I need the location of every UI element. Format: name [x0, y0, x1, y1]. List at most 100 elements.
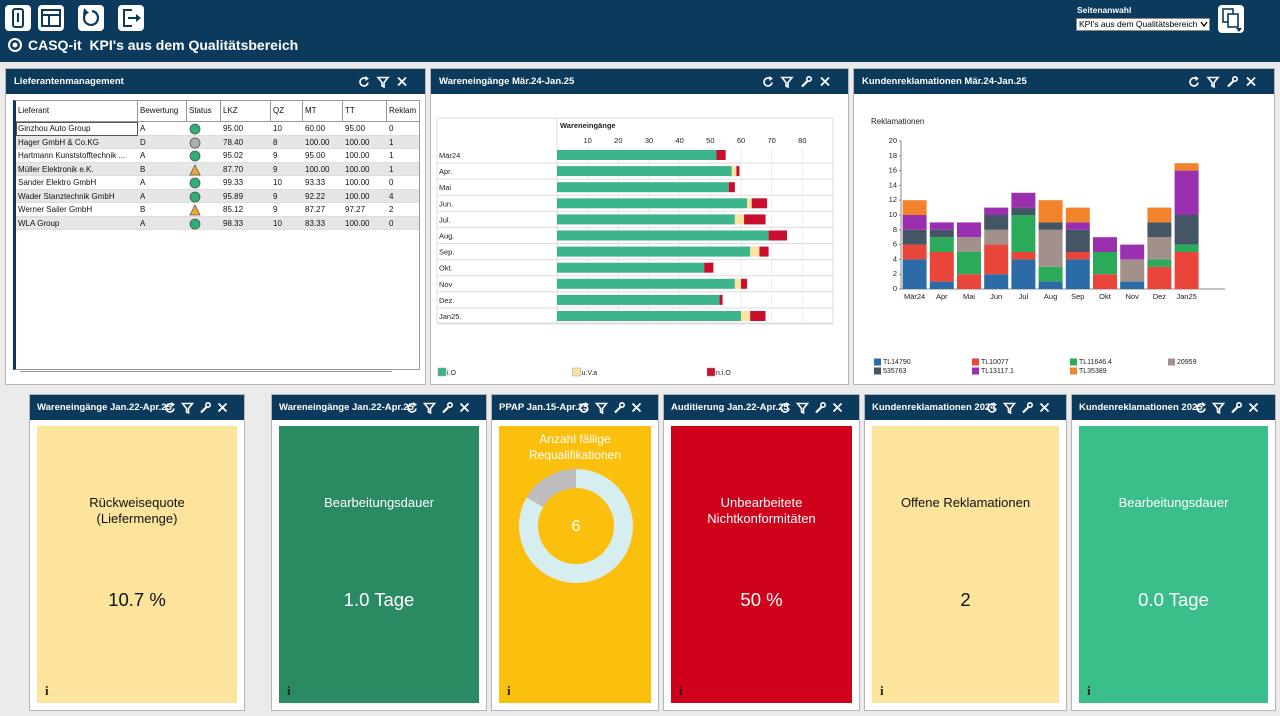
icon-shape — [407, 403, 417, 413]
info-icon[interactable]: i — [45, 683, 49, 698]
close-icon[interactable] — [459, 402, 470, 413]
toolbar-button[interactable] — [118, 5, 144, 31]
icon-shape — [365, 76, 369, 81]
panel-title: Auditierung Jan.22-Apr.25 — [671, 402, 789, 413]
panel-header: Auditierung Jan.22-Apr.25 — [664, 395, 859, 420]
icon-shape — [1039, 402, 1050, 413]
status-icon — [189, 137, 201, 148]
close-icon[interactable] — [1248, 402, 1259, 413]
donut-segment — [519, 469, 633, 583]
icon-shape — [780, 76, 794, 89]
logo — [8, 38, 22, 52]
page-select[interactable]: KPI's aus dem Qualitätsbereich — [1076, 18, 1210, 31]
panel: Kundenreklamationen 2024 Offene Reklamati… — [864, 394, 1067, 711]
filter-icon[interactable] — [422, 402, 437, 415]
column-header: Status — [187, 101, 221, 122]
wrench-icon[interactable] — [614, 401, 626, 414]
filter-icon[interactable] — [1206, 76, 1220, 89]
icon-shape — [769, 76, 773, 81]
table-cell: 9 — [273, 164, 278, 174]
wrench-icon[interactable] — [442, 401, 454, 414]
icon-shape — [1231, 406, 1239, 414]
refresh-icon[interactable] — [359, 76, 369, 87]
info-icon[interactable]: i — [880, 683, 884, 698]
table-cell: 9 — [273, 205, 278, 214]
close-icon[interactable] — [397, 76, 407, 87]
refresh-icon[interactable] — [780, 402, 790, 413]
panel-header: PPAP Jan.15-Apr.25 — [492, 395, 658, 420]
icon-shape — [1211, 402, 1226, 415]
refresh-icon[interactable] — [1196, 402, 1206, 413]
table-row — [16, 189, 419, 203]
close-icon[interactable] — [832, 402, 843, 413]
column-header: Lieferant — [16, 101, 138, 122]
panel: PPAP Jan.15-Apr.25 Anzahl fällige Requali… — [491, 394, 659, 711]
info-icon[interactable]: i — [1087, 683, 1091, 698]
wrench-icon[interactable] — [801, 75, 813, 88]
filter-icon[interactable] — [795, 402, 810, 415]
close-icon[interactable] — [217, 402, 228, 413]
refresh-icon[interactable] — [165, 402, 175, 413]
table-cell: 100.00 — [305, 164, 330, 174]
toolbar-button[interactable] — [5, 5, 31, 31]
filter-icon[interactable] — [376, 76, 390, 89]
status-shape — [189, 177, 201, 189]
kpi-value: 10.7 % — [108, 589, 166, 610]
column-header: Bewertung — [138, 101, 187, 122]
refresh-icon[interactable] — [407, 402, 417, 413]
table-cell: 83.33 — [305, 218, 326, 228]
info-icon[interactable]: i — [287, 683, 291, 698]
table-cell: A — [140, 124, 146, 133]
close-icon[interactable] — [1039, 402, 1050, 413]
wrench-icon[interactable] — [815, 401, 827, 414]
table-cell: Hager GmbH & Co.KG — [18, 137, 99, 147]
refresh-icon[interactable] — [987, 402, 997, 413]
table-cell: 100.00 — [305, 137, 330, 147]
kpi-value: 50 % — [740, 589, 783, 610]
filter-icon[interactable] — [1211, 402, 1226, 415]
filter-icon[interactable] — [780, 76, 794, 89]
table-row — [16, 216, 419, 230]
table-cell: 1 — [389, 164, 394, 174]
status-shape — [189, 191, 201, 202]
filter-icon[interactable] — [1002, 402, 1017, 415]
refresh-icon[interactable] — [1189, 76, 1199, 87]
table-cell: 9 — [273, 151, 278, 160]
info-icon[interactable]: i — [679, 683, 683, 698]
icon-shape — [993, 402, 997, 407]
status-shape — [189, 123, 201, 135]
status-icon — [189, 123, 201, 135]
refresh-icon[interactable] — [763, 76, 773, 87]
kpi-label: Offene Reklamationen — [900, 495, 1031, 510]
wrench-icon[interactable] — [1227, 75, 1239, 88]
kpi-box: Unbearbeitete Nichtkonformitäten 50 % i — [671, 426, 852, 703]
table-row — [16, 135, 419, 149]
icon-shape — [820, 76, 830, 87]
toolbar-button[interactable] — [38, 5, 64, 31]
filter-icon[interactable] — [180, 402, 195, 415]
export-button[interactable] — [1218, 5, 1244, 33]
table-cell: 97.27 — [345, 205, 366, 214]
wrench-icon[interactable] — [200, 401, 212, 414]
info-icon[interactable]: i — [507, 683, 511, 698]
kpi-label: Anzahl fällige Requalifikationen — [528, 432, 622, 462]
toolbar-button[interactable] — [78, 5, 104, 31]
refresh-icon[interactable] — [579, 402, 589, 413]
status-shape — [189, 150, 201, 162]
filter-icon[interactable] — [594, 402, 609, 415]
status-icon — [189, 204, 201, 216]
icon-shape — [200, 406, 208, 414]
icon-shape — [801, 80, 809, 88]
close-icon[interactable] — [631, 402, 642, 413]
close-icon[interactable] — [1246, 76, 1256, 87]
table-cell: 2 — [389, 205, 394, 214]
table-cell: B — [140, 164, 146, 174]
kpi-label: Unbearbeitete Nichtkonformitäten — [707, 495, 816, 526]
wrench-icon[interactable] — [1231, 401, 1243, 414]
wrench-icon[interactable] — [1022, 401, 1034, 414]
icon-shape — [1189, 77, 1199, 87]
header-icons — [780, 401, 843, 415]
table-cell: A — [140, 218, 146, 228]
panel-title: Kundenreklamationen Mär.24-Jan.25 — [862, 76, 1027, 87]
close-icon[interactable] — [820, 76, 830, 87]
